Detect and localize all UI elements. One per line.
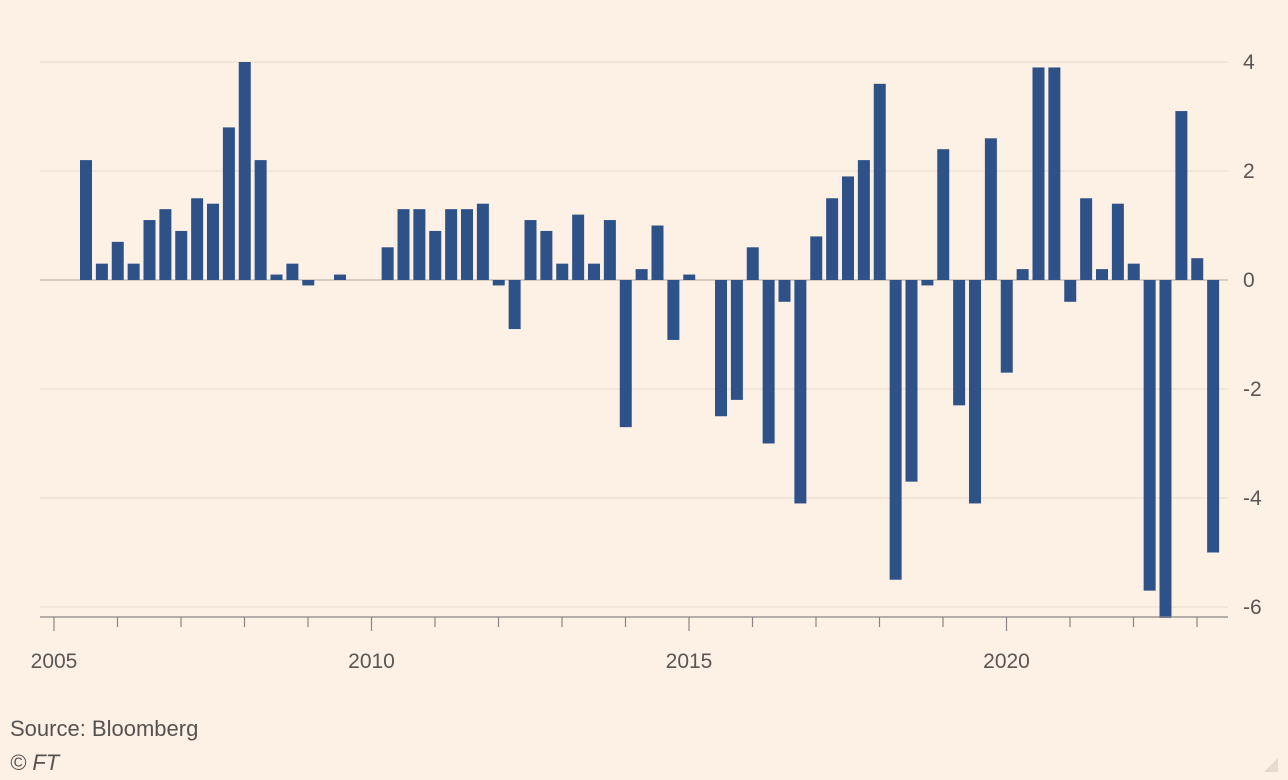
bar (175, 230, 188, 280)
bar-chart: 2005 2010 2015 2020 4 2 0 -2 -4 -6 (31, 51, 1262, 673)
bar (127, 263, 140, 280)
bar (286, 263, 299, 280)
x-tick-label: 2015 (666, 650, 713, 673)
bar (238, 62, 251, 280)
bar (80, 160, 92, 280)
bar (603, 220, 616, 280)
bar (1207, 280, 1220, 553)
bar (508, 280, 521, 330)
bar (746, 247, 759, 280)
bar (111, 241, 124, 280)
bar (429, 230, 442, 280)
bar (873, 83, 886, 280)
bar (1159, 280, 1172, 618)
bar (937, 149, 950, 280)
bar (651, 225, 664, 280)
bar (635, 269, 648, 280)
bar (857, 160, 870, 280)
gridlines (40, 61, 1228, 608)
bar (492, 280, 505, 286)
x-axis: 2005 2010 2015 2020 (31, 616, 1228, 673)
x-tick-label: 2005 (31, 650, 78, 673)
bar (254, 160, 267, 280)
bar (921, 280, 934, 286)
bar (984, 138, 997, 280)
bar (1064, 280, 1077, 302)
bar (619, 280, 632, 428)
resize-grip-icon (1264, 758, 1278, 772)
bar (207, 203, 219, 280)
bar (461, 209, 473, 280)
y-axis-labels: 4 2 0 -2 -4 -6 (1243, 51, 1262, 619)
bar (667, 280, 680, 340)
bar (476, 203, 489, 280)
y-tick-label: -2 (1243, 378, 1262, 401)
y-tick-label: 2 (1243, 160, 1255, 183)
bar (222, 127, 235, 281)
bar (159, 209, 172, 280)
source-note: Source: Bloomberg (10, 716, 199, 741)
bar (540, 230, 553, 280)
bar (810, 236, 823, 280)
bar (683, 274, 696, 280)
bar (302, 280, 315, 286)
bar (270, 274, 283, 280)
bar (524, 220, 537, 280)
bar (794, 280, 807, 504)
bar (1032, 67, 1045, 280)
bar (730, 280, 743, 400)
bar (334, 274, 346, 280)
bar (1048, 67, 1061, 280)
bar (1016, 269, 1029, 280)
bar (778, 280, 791, 302)
bar (588, 263, 600, 280)
y-tick-label: 4 (1243, 51, 1255, 74)
bar (572, 214, 585, 280)
copyright-note: © FT (10, 750, 60, 775)
bar (905, 280, 918, 482)
y-tick-label: 0 (1243, 269, 1255, 292)
bar (889, 280, 902, 580)
bar (556, 263, 569, 280)
y-tick-label: -4 (1243, 487, 1262, 510)
x-tick-label: 2010 (348, 650, 395, 673)
bar (191, 198, 204, 280)
bar (1191, 258, 1204, 280)
y-tick-label: -6 (1243, 596, 1262, 619)
bar (381, 247, 394, 280)
bar (1080, 198, 1093, 280)
x-tick-label: 2020 (983, 650, 1030, 673)
bar (762, 280, 775, 444)
bar (826, 198, 839, 280)
bar (1096, 269, 1108, 280)
bar (1127, 263, 1140, 280)
bar (413, 209, 426, 280)
bar (1143, 280, 1156, 591)
bars (80, 62, 1220, 618)
bar (1175, 111, 1188, 280)
bar (445, 209, 458, 280)
bar (397, 209, 410, 280)
bar (1000, 280, 1013, 373)
bar (953, 280, 966, 406)
bar (969, 280, 981, 504)
bar (1111, 203, 1124, 280)
bar (715, 280, 727, 417)
bar (842, 176, 854, 280)
bar (95, 263, 108, 280)
bar (143, 220, 156, 280)
